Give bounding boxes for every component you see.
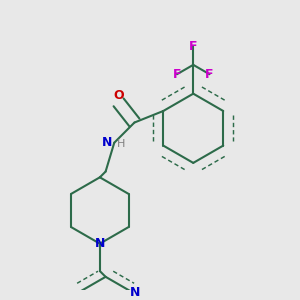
Text: H: H — [117, 139, 126, 149]
Text: N: N — [102, 136, 112, 149]
Text: F: F — [205, 68, 214, 81]
Text: N: N — [130, 286, 141, 299]
Text: N: N — [95, 237, 105, 250]
Text: F: F — [173, 68, 181, 81]
Text: F: F — [189, 40, 197, 52]
Text: O: O — [113, 88, 124, 102]
